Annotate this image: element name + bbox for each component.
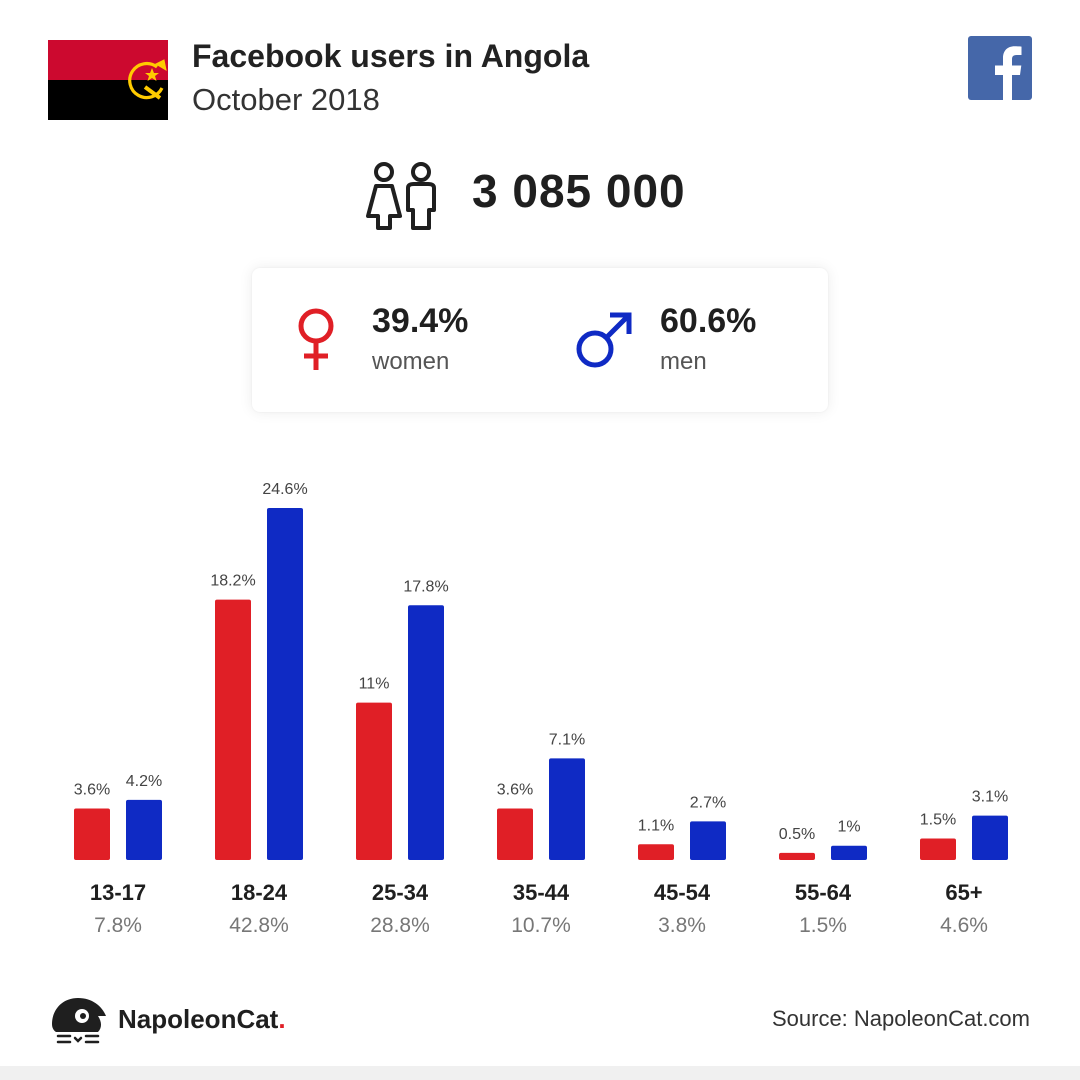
age-group-label-13-17: 13-17 [90,880,146,905]
gender-card: 39.4% women 60.6% men [252,268,828,412]
women-bar-65+ [920,838,956,860]
age-group-share-65+: 4.6% [940,914,988,937]
women-bar-55-64 [779,852,815,860]
brand-dot: . [278,1004,286,1034]
age-group-label-55-64: 55-64 [795,880,852,905]
age-group-share-25-34: 28.8% [370,914,430,937]
men-value-label-55-64: 1% [837,819,860,836]
age-group-share-18-24: 42.8% [229,914,289,937]
page-title: Facebook users in Angola [192,38,590,74]
men-bar-13-17 [126,799,162,860]
women-percentage: 39.4% [372,302,469,340]
brand-text: NapoleonCat [118,1004,279,1034]
age-group-label-35-44: 35-44 [513,880,570,905]
total-users: 3 085 000 [472,165,686,217]
age-group-label-25-34: 25-34 [372,880,429,905]
women-label: women [372,348,450,375]
facebook-icon [968,36,1032,100]
age-group-share-13-17: 7.8% [94,914,142,937]
age-distribution-chart: 3.6% 4.2% 13-17 7.8% 18.2% 24.6% 18-24 42.8% 11%… [74,481,1008,937]
men-value-label-65+: 3.1% [972,789,1008,806]
women-bar-18-24 [215,599,251,860]
women-value-label-18-24: 18.2% [210,573,255,590]
age-group-share-45-54: 3.8% [658,914,706,937]
women-value-label-65+: 1.5% [920,812,956,829]
source-text: Source: NapoleonCat.com [771,1006,1030,1031]
men-value-label-25-34: 17.8% [403,578,448,595]
men-value-label-45-54: 2.7% [690,794,726,811]
napoleoncat-logo-icon [52,998,106,1044]
page-subtitle: October 2018 [192,82,380,117]
men-bar-45-54 [690,821,726,860]
age-group-label-65+: 65+ [945,880,982,905]
flag-star-icon [145,68,159,81]
age-group-share-55-64: 1.5% [799,914,847,937]
angola-flag [48,40,168,120]
men-bar-35-44 [549,758,585,860]
men-bar-65+ [972,815,1008,860]
men-bar-18-24 [267,508,303,860]
male-icon [576,312,632,368]
men-value-label-13-17: 4.2% [126,773,162,790]
women-value-label-25-34: 11% [359,676,390,693]
men-value-label-18-24: 24.6% [262,481,307,498]
men-bar-25-34 [408,605,444,860]
men-percentage: 60.6% [660,302,757,340]
women-bar-35-44 [497,808,533,860]
women-bar-45-54 [638,844,674,860]
men-label: men [660,348,707,375]
women-value-label-45-54: 1.1% [638,817,674,834]
age-group-share-35-44: 10.7% [511,914,571,937]
footer-strip [0,1066,1080,1080]
women-bar-13-17 [74,808,110,860]
age-group-label-18-24: 18-24 [231,880,288,905]
age-group-label-45-54: 45-54 [654,880,711,905]
female-icon [298,308,334,370]
men-value-label-35-44: 7.1% [549,731,585,748]
women-value-label-13-17: 3.6% [74,781,110,798]
brand-name: NapoleonCat. [118,1004,286,1035]
women-bar-25-34 [356,702,392,860]
flag-emblem-icon [128,59,167,100]
women-value-label-55-64: 0.5% [779,826,815,843]
men-bar-55-64 [831,845,867,860]
women-value-label-35-44: 3.6% [497,781,533,798]
people-icon [366,162,436,230]
